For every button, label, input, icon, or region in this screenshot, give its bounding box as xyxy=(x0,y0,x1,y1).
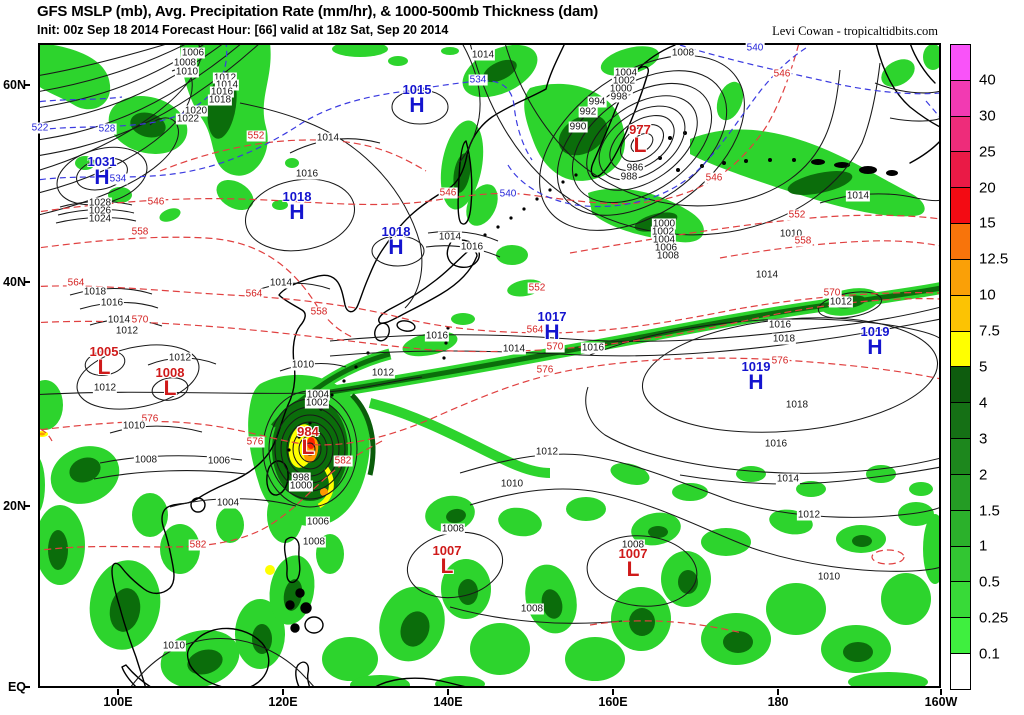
colorbar-segment xyxy=(951,582,970,619)
lat-tick-mark xyxy=(24,505,30,507)
colorbar-label: 2 xyxy=(979,466,988,484)
lon-tick-label: 160E xyxy=(598,695,628,709)
lat-tick-label: 60N xyxy=(3,78,26,92)
colorbar-label: 12.5 xyxy=(979,250,1009,268)
colorbar-label: 0.25 xyxy=(979,609,1009,627)
page-title: GFS MSLP (mb), Avg. Precipitation Rate (… xyxy=(37,3,599,20)
lon-tick-label: 180 xyxy=(767,695,789,709)
colorbar-segment xyxy=(951,116,970,153)
map-frame xyxy=(38,43,941,688)
lon-tick-mark xyxy=(117,689,119,695)
colorbar-label: 10 xyxy=(979,286,996,304)
colorbar-segment xyxy=(951,403,970,440)
lon-tick-label: 160W xyxy=(924,695,958,709)
colorbar-segment xyxy=(951,45,970,81)
colorbar-label: 3 xyxy=(979,430,988,448)
colorbar-segment xyxy=(951,331,970,368)
lon-tick-mark xyxy=(447,689,449,695)
colorbar-label: 0.5 xyxy=(979,573,1000,591)
colorbar-label: 1.5 xyxy=(979,502,1000,520)
colorbar-segment xyxy=(951,224,970,260)
colorbar-segment xyxy=(951,654,970,689)
weather-map-canvas xyxy=(38,43,941,688)
colorbar-segment xyxy=(951,295,970,332)
colorbar-segment xyxy=(951,439,970,475)
colorbar-label: 0.1 xyxy=(979,645,1000,663)
lon-tick-mark xyxy=(940,689,942,695)
colorbar-label: 1 xyxy=(979,537,988,555)
colorbar-label: 20 xyxy=(979,179,996,197)
lat-tick-mark xyxy=(24,686,30,688)
lon-tick-label: 140E xyxy=(433,695,463,709)
thickness-cold-layer xyxy=(39,44,940,208)
colorbar-label: 5 xyxy=(979,358,988,376)
lat-tick-label: 40N xyxy=(3,275,26,289)
init-forecast-line: Init: 00z Sep 18 2014 Forecast Hour: [66… xyxy=(37,23,449,37)
lat-tick-label: 20N xyxy=(3,499,26,513)
aleutian-islands xyxy=(658,131,898,176)
colorbar-label: 30 xyxy=(979,107,996,125)
colorbar-label: 25 xyxy=(979,143,996,161)
colorbar-label: 4 xyxy=(979,394,988,412)
lon-tick-label: 100E xyxy=(103,695,133,709)
colorbar-segment xyxy=(951,510,970,547)
lon-tick-label: 120E xyxy=(268,695,298,709)
lat-tick-label: EQ xyxy=(7,680,26,694)
colorbar-label: 40 xyxy=(979,71,996,89)
colorbar-label: 15 xyxy=(979,214,996,232)
precip-colorbar xyxy=(950,44,971,690)
colorbar-segment xyxy=(951,259,970,296)
colorbar-label: 7.5 xyxy=(979,322,1000,340)
coastline-layer xyxy=(111,44,940,687)
colorbar-segment xyxy=(951,618,970,655)
colorbar-segment xyxy=(951,546,970,583)
credit-text: Levi Cowan - tropicaltidbits.com xyxy=(772,24,938,38)
lon-tick-mark xyxy=(282,689,284,695)
lat-tick-mark xyxy=(24,281,30,283)
lon-tick-mark xyxy=(612,689,614,695)
colorbar-segment xyxy=(951,152,970,189)
colorbar-segment xyxy=(951,80,970,117)
colorbar-segment xyxy=(951,367,970,404)
lon-tick-mark xyxy=(777,689,779,695)
lat-tick-mark xyxy=(24,84,30,86)
colorbar-segment xyxy=(951,474,970,511)
colorbar-segment xyxy=(951,188,970,225)
